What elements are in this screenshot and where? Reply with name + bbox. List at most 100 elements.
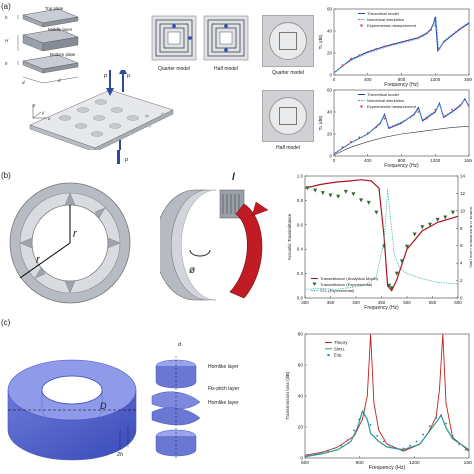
- y-tick-label: 40: [327, 110, 333, 115]
- fix-pitch-layer-label: Fix-pitch layer: [208, 386, 240, 392]
- data-point: [313, 188, 318, 193]
- legend-entry: STL (Experimental): [320, 288, 355, 293]
- data-point: [333, 447, 336, 450]
- panel-label-a: (a): [1, 2, 11, 11]
- data-point: [394, 271, 399, 276]
- data-point: [443, 215, 448, 220]
- legend-swatch: [327, 353, 330, 357]
- dim-d-c: d: [178, 342, 182, 348]
- data-point: [459, 104, 462, 107]
- data-point: [412, 232, 417, 237]
- y-tick-label: 20: [298, 425, 304, 431]
- y-tick-label: 0.2: [297, 271, 304, 276]
- dim-l: l: [232, 172, 235, 183]
- data-point: [351, 192, 356, 197]
- layer-stack-diagram: [17, 8, 79, 84]
- data-point: [375, 47, 378, 50]
- x-tick-label: 300: [301, 300, 309, 305]
- wave-pi-label: p: [104, 73, 108, 79]
- dim-H: H: [5, 38, 9, 43]
- data-point: [409, 116, 411, 119]
- legend-swatch: [360, 24, 363, 27]
- data-point: [435, 417, 438, 419]
- top-plate-label: Top plate: [45, 6, 64, 11]
- x-tick-label: 450: [378, 300, 386, 305]
- y2-tick-label: 2: [460, 278, 463, 283]
- x-axis-label: Frequency (Hz): [384, 163, 419, 168]
- x-tick-label: 400: [352, 300, 360, 305]
- data-point: [366, 200, 371, 205]
- data-point: [459, 27, 462, 30]
- y2-tick-label: 4: [460, 261, 463, 266]
- data-point: [425, 117, 428, 120]
- legend-entry: Theoretical model: [367, 92, 399, 97]
- x-tick-label: 0: [333, 77, 336, 82]
- x-axis-label: Frequency (Hz): [384, 82, 419, 87]
- series-line-theory: [304, 333, 470, 456]
- dim-r2: r: [36, 254, 40, 266]
- dim-h1: h: [5, 15, 8, 20]
- y-tick-label: 60: [298, 363, 304, 369]
- y-tick-label: 1.0: [297, 174, 304, 179]
- data-point: [358, 136, 361, 139]
- dim-2h: 2h: [117, 452, 124, 458]
- y-tick-label: 0.4: [297, 247, 304, 252]
- axis-x-label: x: [48, 116, 51, 121]
- y2-tick-label: 14: [460, 174, 466, 179]
- y-tick-label: 0.0: [297, 296, 304, 301]
- data-point: [328, 193, 333, 198]
- y-tick-label: 80: [298, 332, 304, 338]
- panel-label-c: (c): [1, 318, 11, 327]
- legend-entry: Numerical simulation: [367, 98, 404, 103]
- y-axis-label: TL (dB): [318, 115, 323, 130]
- data-point: [336, 194, 341, 199]
- data-point: [402, 447, 405, 450]
- y-axis-label: Transmission loss (dB): [285, 371, 291, 420]
- y-tick-label: 40: [298, 394, 304, 400]
- data-point: [434, 24, 437, 27]
- metamaterial-plate: [29, 70, 174, 150]
- legend-entry: Simu.: [334, 346, 345, 351]
- data-point: [382, 440, 385, 443]
- data-point: [369, 424, 372, 426]
- y-tick-label: 60: [327, 7, 333, 12]
- dim-d1: d: [22, 80, 25, 85]
- legend-entry: Numerical simulation: [367, 17, 404, 22]
- transmitted-wave-arrow: [117, 150, 120, 164]
- data-point: [451, 435, 454, 437]
- data-point: [387, 283, 392, 288]
- data-point: [428, 425, 431, 428]
- data-point: [343, 189, 348, 194]
- y-tick-label: 0.6: [297, 222, 304, 227]
- data-point: [341, 146, 344, 149]
- data-point: [389, 286, 394, 291]
- data-point: [349, 57, 352, 60]
- dim-phi: ø: [189, 265, 196, 276]
- legend-entry: Experimental measurement: [367, 104, 417, 109]
- y2-tick-label: 8: [460, 226, 463, 231]
- data-point: [440, 414, 443, 417]
- y-axis-label: Acoustic Transmittance: [287, 213, 292, 260]
- x-tick-label: 1200: [430, 77, 441, 82]
- quarter-model-photo: [262, 15, 314, 67]
- data-point: [451, 108, 454, 111]
- dim-d2: d: [58, 78, 61, 83]
- data-point: [383, 45, 386, 48]
- x-tick-label: 800: [398, 158, 406, 163]
- y-tick-label: 40: [327, 29, 333, 34]
- data-point: [349, 140, 352, 143]
- data-point: [346, 439, 349, 441]
- data-point: [392, 125, 394, 128]
- ring-cell-top-view: [9, 182, 131, 304]
- wave-pr-label: p: [127, 73, 131, 79]
- coiled-layers-exploded: [151, 356, 201, 458]
- y-tick-label: 0: [300, 456, 303, 462]
- axis-y-label: y: [42, 110, 45, 115]
- half-photo-caption: Half model: [276, 145, 300, 151]
- y-tick-label: 0: [329, 73, 332, 78]
- data-point: [425, 32, 428, 35]
